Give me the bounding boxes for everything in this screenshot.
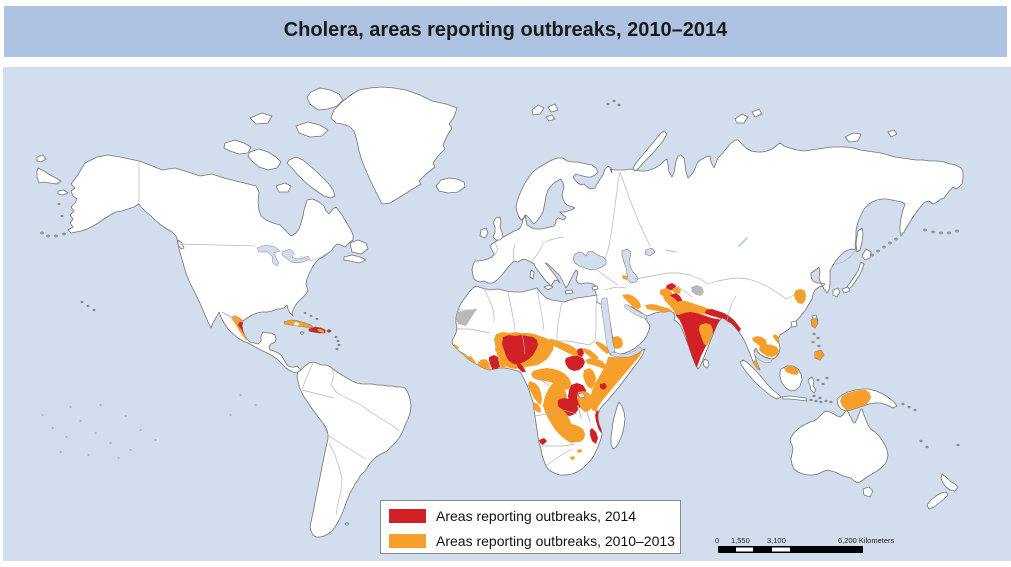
svg-text:1,550: 1,550 xyxy=(731,536,750,545)
svg-text:3,100: 3,100 xyxy=(767,536,786,545)
svg-text:0: 0 xyxy=(715,536,719,545)
svg-text:6,200 Kilometers: 6,200 Kilometers xyxy=(838,536,895,545)
